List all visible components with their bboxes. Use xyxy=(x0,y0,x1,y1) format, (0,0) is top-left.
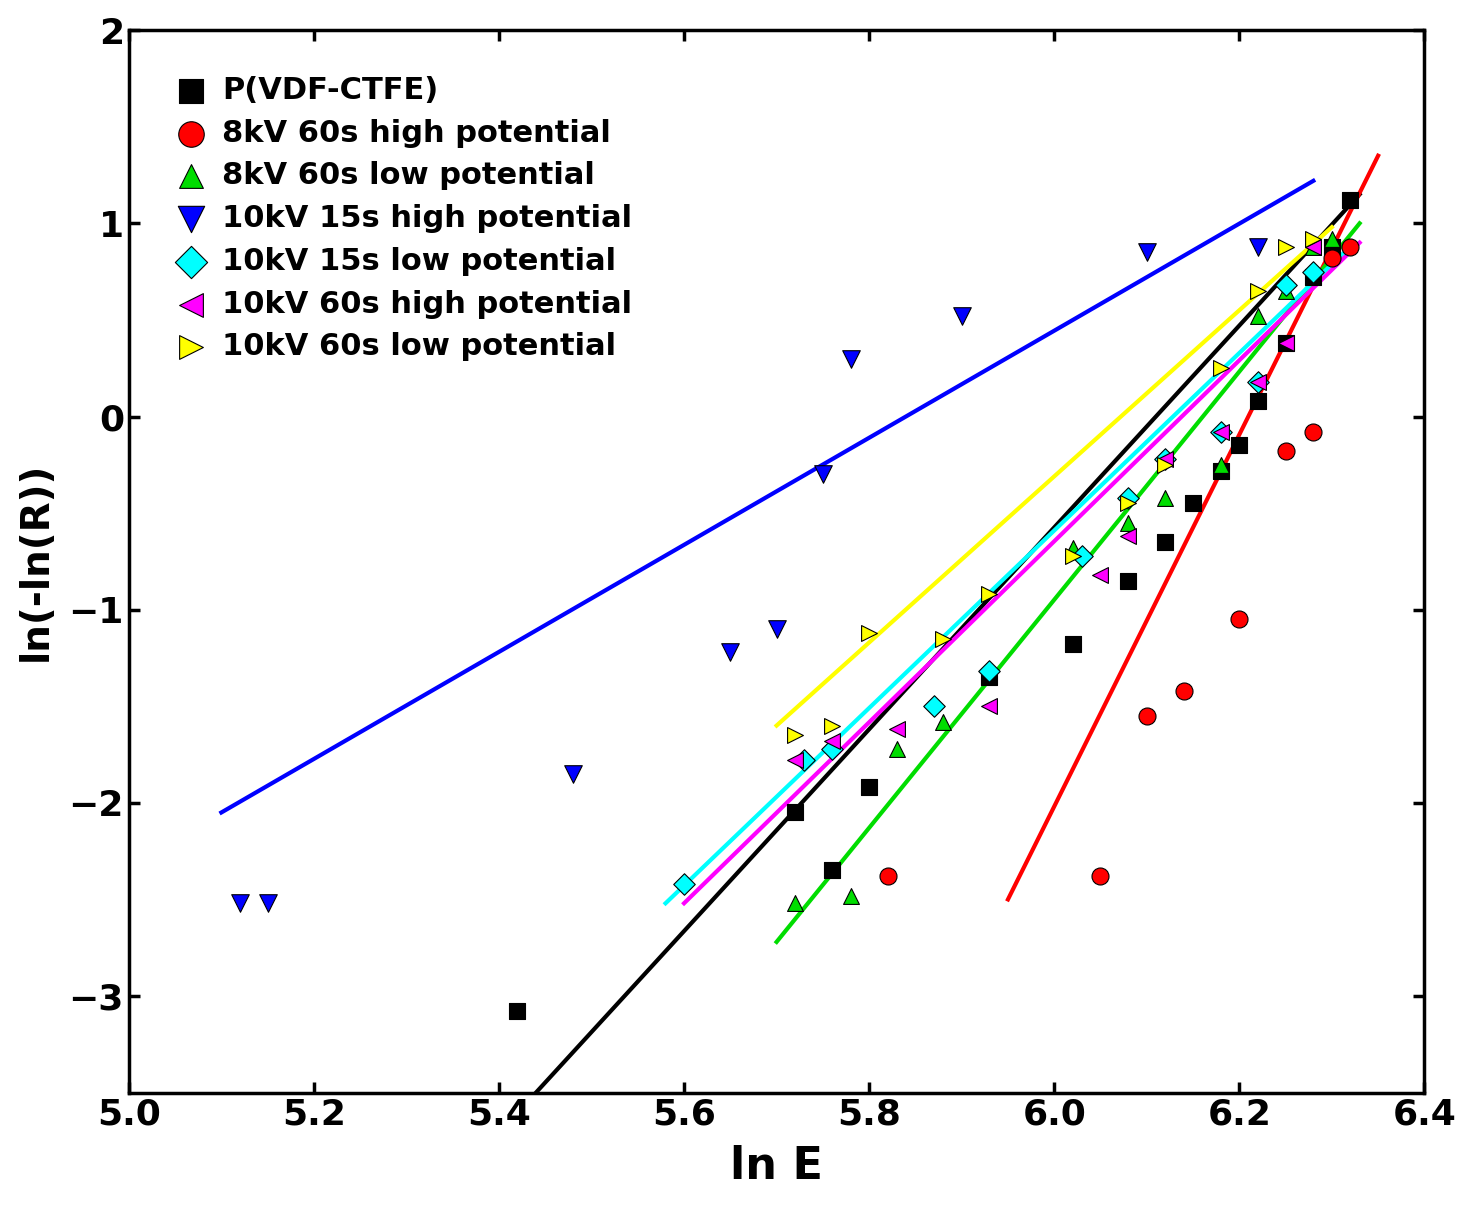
10kV 15s high potential xyxy=(256,894,280,913)
10kV 60s high potential xyxy=(784,751,807,770)
10kV 60s high potential xyxy=(978,696,1002,716)
P(VDF-CTFE) xyxy=(978,668,1002,687)
10kV 15s high potential xyxy=(838,349,862,369)
10kV 15s low potential xyxy=(1302,261,1326,281)
10kV 60s low potential xyxy=(820,716,844,735)
10kV 60s low potential xyxy=(1209,359,1233,378)
10kV 15s low potential xyxy=(1209,422,1233,441)
10kV 15s low potential xyxy=(922,696,946,716)
8kV 60s high potential xyxy=(1089,866,1112,886)
P(VDF-CTFE) xyxy=(1274,334,1298,353)
10kV 15s high potential xyxy=(812,465,835,484)
8kV 60s high potential xyxy=(1274,441,1298,460)
10kV 60s low potential xyxy=(857,623,881,642)
P(VDF-CTFE) xyxy=(784,803,807,822)
8kV 60s low potential xyxy=(1274,281,1298,300)
P(VDF-CTFE) xyxy=(1339,190,1363,210)
10kV 60s high potential xyxy=(820,731,844,751)
P(VDF-CTFE) xyxy=(1320,237,1343,257)
10kV 60s low potential xyxy=(784,725,807,745)
10kV 60s high potential xyxy=(1302,237,1326,257)
8kV 60s high potential xyxy=(876,866,900,886)
10kV 60s high potential xyxy=(1153,449,1177,469)
10kV 60s high potential xyxy=(1274,334,1298,353)
10kV 15s low potential xyxy=(1071,546,1094,565)
8kV 60s low potential xyxy=(838,886,862,905)
10kV 60s high potential xyxy=(1246,372,1270,392)
8kV 60s high potential xyxy=(1136,706,1159,725)
8kV 60s low potential xyxy=(931,712,955,731)
8kV 60s low potential xyxy=(1246,306,1270,325)
X-axis label: ln E: ln E xyxy=(731,1145,823,1188)
10kV 15s high potential xyxy=(950,306,974,325)
8kV 60s high potential xyxy=(1227,610,1251,629)
P(VDF-CTFE) xyxy=(1227,436,1251,455)
8kV 60s high potential xyxy=(1302,422,1326,441)
10kV 60s low potential xyxy=(1153,455,1177,475)
P(VDF-CTFE) xyxy=(1302,268,1326,287)
10kV 15s low potential xyxy=(672,875,695,894)
8kV 60s low potential xyxy=(1302,237,1326,257)
P(VDF-CTFE) xyxy=(505,1001,529,1021)
10kV 15s high potential xyxy=(719,642,742,662)
10kV 60s low potential xyxy=(1302,229,1326,248)
8kV 60s low potential xyxy=(1061,539,1084,558)
P(VDF-CTFE) xyxy=(1061,635,1084,654)
10kV 15s high potential xyxy=(1136,242,1159,261)
P(VDF-CTFE) xyxy=(1181,494,1205,513)
10kV 60s low potential xyxy=(1246,281,1270,300)
10kV 60s low potential xyxy=(1061,546,1084,565)
P(VDF-CTFE) xyxy=(1209,462,1233,481)
10kV 60s low potential xyxy=(978,584,1002,604)
10kV 60s low potential xyxy=(1117,494,1140,513)
P(VDF-CTFE) xyxy=(1246,392,1270,411)
8kV 60s low potential xyxy=(1153,488,1177,507)
8kV 60s high potential xyxy=(1173,681,1196,700)
10kV 60s high potential xyxy=(1209,422,1233,441)
8kV 60s high potential xyxy=(1339,237,1363,257)
8kV 60s low potential xyxy=(784,894,807,913)
8kV 60s low potential xyxy=(1320,229,1343,248)
8kV 60s low potential xyxy=(1209,455,1233,475)
10kV 60s low potential xyxy=(931,629,955,648)
Y-axis label: ln(-ln(R)): ln(-ln(R)) xyxy=(16,462,55,662)
10kV 15s low potential xyxy=(1153,449,1177,469)
10kV 15s high potential xyxy=(228,894,252,913)
10kV 15s high potential xyxy=(764,619,788,639)
10kV 60s high potential xyxy=(885,719,909,739)
10kV 15s low potential xyxy=(792,751,816,770)
10kV 15s low potential xyxy=(1274,276,1298,295)
10kV 15s high potential xyxy=(561,764,585,783)
10kV 15s low potential xyxy=(1117,488,1140,507)
Legend: P(VDF-CTFE), 8kV 60s high potential, 8kV 60s low potential, 10kV 15s high potent: P(VDF-CTFE), 8kV 60s high potential, 8kV… xyxy=(169,66,641,370)
8kV 60s high potential xyxy=(1320,248,1343,268)
8kV 60s low potential xyxy=(885,739,909,758)
10kV 15s high potential xyxy=(1246,237,1270,257)
10kV 60s high potential xyxy=(1089,565,1112,584)
10kV 15s low potential xyxy=(1246,372,1270,392)
10kV 60s high potential xyxy=(1117,527,1140,546)
10kV 15s low potential xyxy=(978,662,1002,681)
P(VDF-CTFE) xyxy=(1117,571,1140,590)
P(VDF-CTFE) xyxy=(857,777,881,797)
10kV 60s low potential xyxy=(1274,237,1298,257)
P(VDF-CTFE) xyxy=(1153,533,1177,552)
8kV 60s low potential xyxy=(1117,513,1140,533)
10kV 15s low potential xyxy=(820,739,844,758)
P(VDF-CTFE) xyxy=(820,860,844,880)
